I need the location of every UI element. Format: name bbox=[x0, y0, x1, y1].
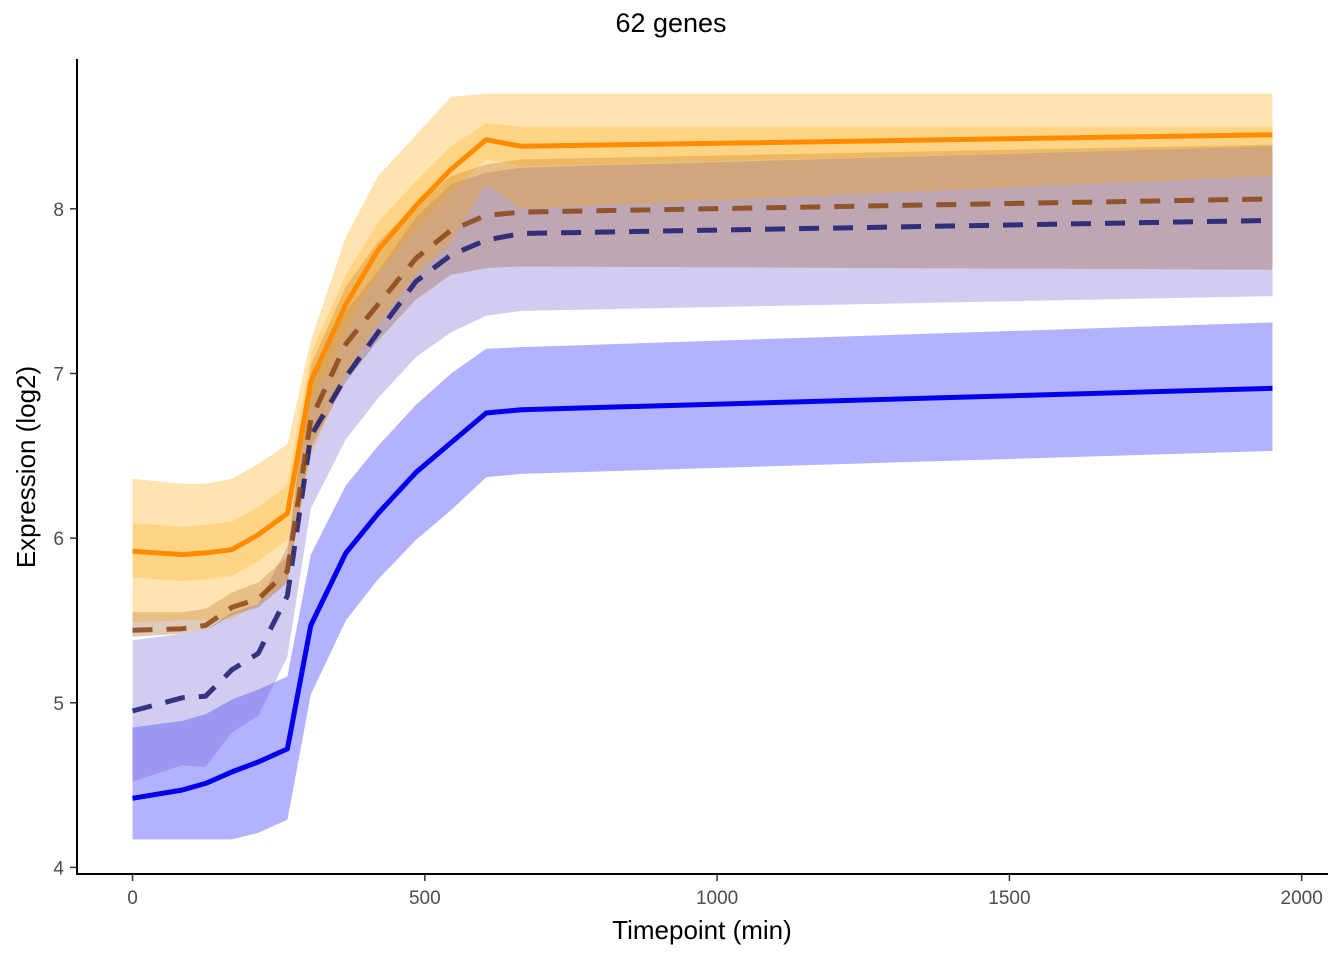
navy-dashed-ribbon-outer bbox=[132, 146, 1273, 782]
y-tick-label: 5 bbox=[53, 694, 64, 715]
x-tick-label: 1500 bbox=[988, 888, 1030, 909]
y-axis-title: Expression (log2) bbox=[11, 366, 41, 568]
chart-title: 62 genes bbox=[615, 8, 726, 38]
blue-solid-ribbon-outer bbox=[132, 322, 1273, 840]
x-axis-title: Timepoint (min) bbox=[612, 915, 792, 945]
brown-dashed-ribbon-outer bbox=[132, 144, 1273, 637]
blue-solid-line bbox=[132, 385, 1273, 801]
y-axis-ticks: 4 5 6 7 8 bbox=[53, 200, 77, 879]
x-tick-label: 2000 bbox=[1281, 888, 1323, 909]
orange-solid-ribbon-inner bbox=[132, 123, 1273, 581]
y-tick-label: 4 bbox=[53, 858, 64, 879]
y-tick-label: 6 bbox=[53, 529, 64, 550]
orange-solid-ribbon-outer bbox=[132, 93, 1273, 623]
x-tick-label: 0 bbox=[127, 888, 138, 909]
y-tick-label: 8 bbox=[53, 200, 64, 221]
x-tick-label: 1000 bbox=[696, 888, 738, 909]
y-tick-label: 7 bbox=[53, 364, 64, 385]
brown-dashed-line bbox=[132, 196, 1273, 633]
navy-dashed-line bbox=[131, 217, 1273, 714]
series-line-layer bbox=[131, 132, 1273, 801]
orange-solid-line bbox=[132, 132, 1273, 558]
ribbon-layer bbox=[132, 93, 1273, 840]
x-tick-label: 500 bbox=[409, 888, 441, 909]
x-axis-ticks: 0 500 1000 1500 2000 bbox=[127, 874, 1323, 909]
